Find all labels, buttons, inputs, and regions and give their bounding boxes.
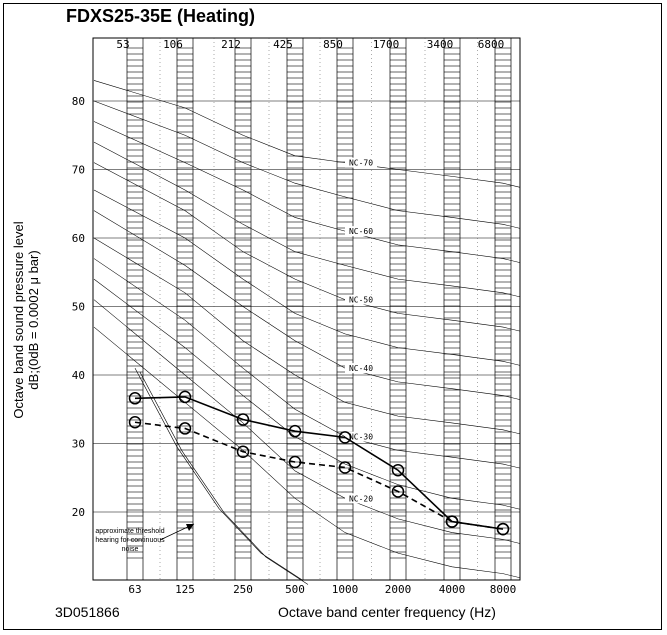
top-band-label: 212 [221,38,241,51]
nc-curve [93,237,521,435]
data-point-marker [288,424,302,438]
data-point-marker [338,431,352,444]
nc-curve-label: NC-50 [349,296,373,305]
nc-curve-label: NC-60 [349,227,373,236]
x-tick-label: 63 [128,583,141,596]
document-id: 3D051866 [55,604,120,620]
chart-frame [3,3,662,630]
data-point-marker [178,422,192,435]
threshold-label: noise [122,546,139,553]
nc-curve [93,326,521,579]
data-point-marker [236,413,250,426]
nc-curve [93,210,521,400]
data-point-marker [445,515,459,528]
data-point-marker [391,463,405,477]
data-point-marker [288,455,302,469]
nc-curve [93,278,521,510]
nc-curve-label: NC-20 [349,494,373,503]
nc-label-bg [345,363,377,374]
data-point-marker [178,390,192,404]
top-band-label: 1700 [373,38,400,51]
x-tick-label: 500 [285,583,305,596]
y-tick-label: 50 [72,301,85,314]
top-band-label: 3400 [427,38,454,51]
y-tick-label: 70 [72,164,85,177]
top-band-label: 53 [116,38,129,51]
y-tick-label: 60 [72,232,85,245]
nc-curve [93,80,521,188]
y-tick-label: 30 [72,438,85,451]
series-line-solid [134,396,504,530]
data-point-marker [338,461,352,474]
nc-label-bg [345,493,377,504]
nc-curve [93,258,521,469]
x-tick-label: 1000 [332,583,359,596]
nc-label-bg [345,226,377,237]
data-point-marker [496,522,510,536]
x-tick-label: 2000 [385,583,412,596]
data-point-marker [128,392,142,405]
threshold-curve-lower [139,372,309,585]
x-tick-label: 250 [233,583,253,596]
top-band-label: 850 [323,38,343,51]
data-point-marker [236,445,250,458]
x-axis-label: Octave band center frequency (Hz) [278,604,496,620]
data-point-marker [128,416,142,429]
nc-curve [93,100,521,229]
series-line-dashed [134,421,504,530]
threshold-curve [134,368,304,581]
plot-area-border [92,37,521,581]
nc-curve-label: NC-70 [349,159,373,168]
data-point-marker [391,485,405,498]
y-tick-label: 80 [72,95,85,108]
nc-label-bg [345,431,377,442]
top-band-label: 106 [163,38,183,51]
threshold-label: approximate threshold [95,528,164,535]
nc-curve-label: NC-30 [349,433,373,442]
x-tick-label: 4000 [439,583,466,596]
threshold-pointer-head [186,524,194,531]
top-band-label: 6800 [478,38,505,51]
y-tick-label: 20 [72,506,85,519]
y-tick-label: 40 [72,369,85,382]
x-tick-label: 8000 [490,583,517,596]
chart-title: FDXS25-35E (Heating) [66,6,256,26]
nc-curve [93,141,521,298]
top-band-label: 425 [273,38,293,51]
x-tick-label: 125 [175,583,195,596]
nc-label-bg [345,294,377,305]
nc-curve-label: NC-40 [349,364,373,373]
nc-curve [93,189,521,366]
threshold-label: hearing for continuous [95,537,165,544]
nc-label-bg [345,157,377,168]
